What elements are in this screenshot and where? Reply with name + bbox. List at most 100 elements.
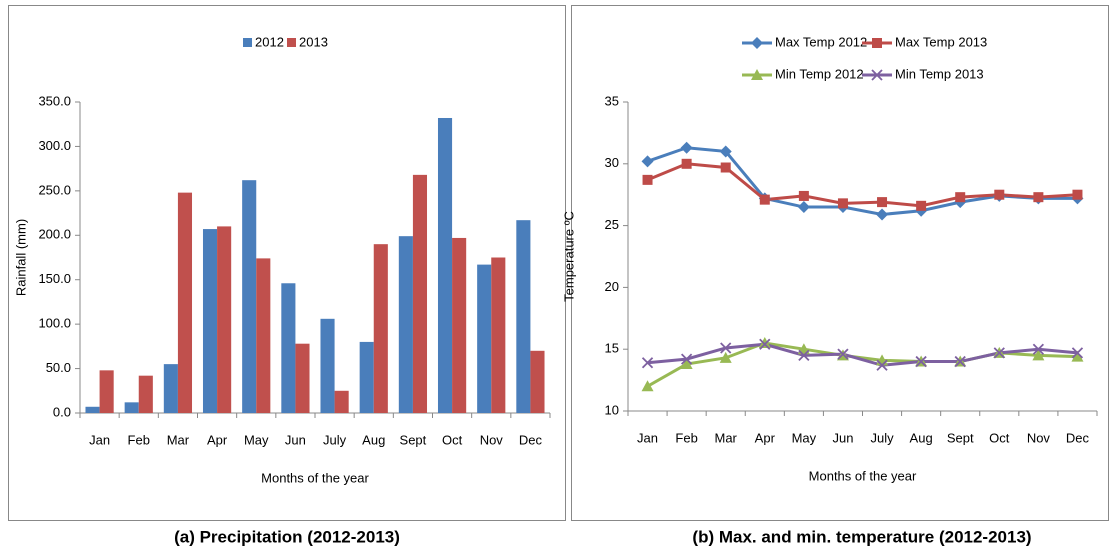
marker xyxy=(641,155,654,168)
legend-marker xyxy=(751,37,763,49)
marker xyxy=(798,190,809,201)
x-tick-label: Nov xyxy=(480,432,504,447)
x-tick-label: May xyxy=(792,430,817,445)
legend-label: Min Temp 2012 xyxy=(775,66,864,81)
y-tick-label: 50.0 xyxy=(46,360,71,375)
caption: (a) Precipitation (2012-2013) xyxy=(174,527,400,546)
x-tick-label: Sept xyxy=(947,430,974,445)
marker xyxy=(954,355,966,368)
marker xyxy=(993,347,1005,359)
legend-marker xyxy=(871,69,883,81)
y-tick-label: 20 xyxy=(605,279,619,294)
marker xyxy=(837,198,848,209)
marker xyxy=(1033,192,1044,203)
y-axis-title: Temperature ºC xyxy=(561,211,576,302)
x-tick-label: Sept xyxy=(400,432,427,447)
marker xyxy=(758,337,771,349)
bar xyxy=(163,364,178,413)
bar xyxy=(138,375,153,413)
y-tick-label: 200.0 xyxy=(38,227,71,242)
marker xyxy=(916,200,927,211)
x-tick-label: Feb xyxy=(128,432,150,447)
legend-label: 2013 xyxy=(299,34,328,49)
marker xyxy=(955,192,966,203)
x-tick-label: Jan xyxy=(89,432,110,447)
marker xyxy=(915,355,927,368)
bar xyxy=(320,318,335,413)
x-tick-label: Apr xyxy=(755,430,776,445)
legend-swatch xyxy=(287,38,296,47)
marker xyxy=(876,208,889,221)
marker xyxy=(1032,343,1045,355)
marker xyxy=(876,359,888,371)
line xyxy=(646,162,1078,208)
panel-frame xyxy=(8,5,566,521)
bar xyxy=(398,236,413,413)
legend-marker xyxy=(751,69,763,80)
bar xyxy=(256,258,271,413)
marker xyxy=(797,201,810,214)
bar xyxy=(491,257,506,413)
panel-frame xyxy=(571,5,1109,521)
y-tick-label: 300.0 xyxy=(38,138,71,153)
marker xyxy=(994,189,1005,200)
legend-label: 2012 xyxy=(255,34,284,49)
bar xyxy=(437,117,453,413)
x-axis-title: Months of the year xyxy=(261,470,369,485)
x-tick-label: Mar xyxy=(167,432,190,447)
marker xyxy=(798,349,810,362)
marker xyxy=(877,197,888,208)
bar xyxy=(202,229,218,413)
x-tick-label: July xyxy=(323,432,347,447)
y-tick-label: 15 xyxy=(605,341,619,356)
bar xyxy=(359,341,374,413)
marker xyxy=(719,351,732,363)
marker xyxy=(680,358,693,370)
marker xyxy=(719,145,732,158)
bar xyxy=(177,192,193,413)
x-tick-label: May xyxy=(244,432,269,447)
x-tick-label: Jun xyxy=(832,430,853,445)
x-tick-label: Apr xyxy=(207,432,228,447)
bar xyxy=(516,220,531,413)
x-tick-label: Dec xyxy=(519,432,543,447)
bar xyxy=(477,264,492,413)
bar xyxy=(373,244,388,413)
y-tick-label: 10 xyxy=(605,402,619,417)
bar xyxy=(242,180,257,413)
marker xyxy=(641,357,654,369)
x-tick-label: Oct xyxy=(442,432,463,447)
x-tick-label: Oct xyxy=(989,430,1010,445)
marker xyxy=(1071,350,1084,362)
bar xyxy=(295,343,310,413)
y-tick-label: 25 xyxy=(605,217,619,232)
legend-marker xyxy=(872,38,882,48)
bar xyxy=(281,283,296,413)
bar xyxy=(452,237,467,413)
marker xyxy=(720,342,732,354)
marker xyxy=(681,158,692,169)
marker xyxy=(759,194,770,205)
x-tick-label: Aug xyxy=(362,432,385,447)
bar xyxy=(124,402,139,413)
marker xyxy=(720,162,731,173)
bar xyxy=(334,390,349,413)
marker xyxy=(680,141,693,154)
line xyxy=(647,342,1078,367)
x-axis-title: Months of the year xyxy=(809,468,917,483)
y-tick-label: 350.0 xyxy=(38,93,71,108)
y-tick-label: 100.0 xyxy=(38,316,71,331)
marker xyxy=(642,174,653,185)
marker xyxy=(1071,347,1084,359)
marker xyxy=(680,353,693,365)
bar xyxy=(99,370,114,413)
marker xyxy=(641,380,654,392)
y-tick-label: 0.0 xyxy=(53,404,71,419)
x-tick-label: July xyxy=(870,430,894,445)
y-tick-label: 35 xyxy=(605,93,619,108)
marker xyxy=(837,348,849,360)
bar xyxy=(217,226,232,413)
x-tick-label: Jun xyxy=(285,432,306,447)
caption: (b) Max. and min. temperature (2012-2013… xyxy=(692,527,1031,546)
